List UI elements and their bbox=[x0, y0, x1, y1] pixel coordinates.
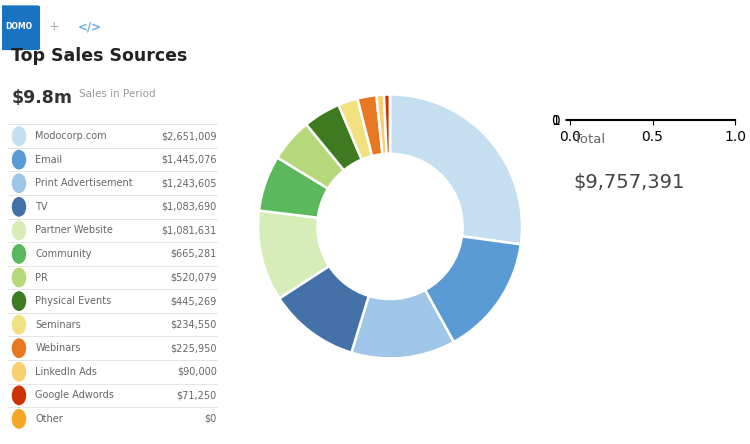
Circle shape bbox=[13, 221, 26, 240]
Text: $2,651,009: $2,651,009 bbox=[161, 131, 217, 141]
Wedge shape bbox=[425, 236, 520, 342]
Wedge shape bbox=[358, 95, 382, 156]
Wedge shape bbox=[338, 99, 372, 159]
Circle shape bbox=[13, 363, 26, 381]
Text: Print Advertisement: Print Advertisement bbox=[35, 178, 133, 188]
Text: $9,757,391: $9,757,391 bbox=[574, 173, 686, 192]
Circle shape bbox=[13, 151, 26, 169]
Text: $225,950: $225,950 bbox=[170, 343, 217, 353]
Wedge shape bbox=[259, 158, 328, 218]
Text: $1,445,076: $1,445,076 bbox=[161, 155, 217, 165]
Text: PR: PR bbox=[35, 273, 48, 282]
Text: Community: Community bbox=[35, 249, 92, 259]
Text: $234,550: $234,550 bbox=[170, 320, 217, 329]
Text: Modocorp.com: Modocorp.com bbox=[35, 131, 107, 141]
Circle shape bbox=[13, 268, 26, 287]
Circle shape bbox=[13, 315, 26, 334]
Wedge shape bbox=[258, 210, 329, 298]
Text: $71,250: $71,250 bbox=[177, 390, 217, 400]
FancyBboxPatch shape bbox=[0, 5, 40, 50]
Text: Physical Events: Physical Events bbox=[35, 296, 112, 306]
Text: $90,000: $90,000 bbox=[177, 367, 217, 377]
Text: Top Sales Sources: Top Sales Sources bbox=[11, 47, 188, 65]
Text: $9.8m: $9.8m bbox=[11, 89, 72, 107]
Text: </>: </> bbox=[78, 20, 102, 33]
Text: Total: Total bbox=[574, 133, 604, 146]
Wedge shape bbox=[306, 105, 362, 170]
Text: LinkedIn Ads: LinkedIn Ads bbox=[35, 367, 98, 377]
Text: Webinars: Webinars bbox=[35, 343, 81, 353]
Wedge shape bbox=[279, 266, 369, 353]
Wedge shape bbox=[376, 95, 387, 154]
Text: $0: $0 bbox=[205, 414, 217, 424]
Text: $1,083,690: $1,083,690 bbox=[162, 202, 217, 212]
Text: TV: TV bbox=[35, 202, 48, 212]
Text: $665,281: $665,281 bbox=[171, 249, 217, 259]
Circle shape bbox=[13, 292, 26, 310]
Text: +: + bbox=[48, 20, 58, 33]
Circle shape bbox=[13, 198, 26, 216]
Wedge shape bbox=[384, 95, 390, 154]
Text: $1,243,605: $1,243,605 bbox=[161, 178, 217, 188]
Wedge shape bbox=[390, 95, 522, 244]
Wedge shape bbox=[278, 124, 344, 189]
Circle shape bbox=[13, 245, 26, 263]
Text: Google Adwords: Google Adwords bbox=[35, 390, 114, 400]
Text: $445,269: $445,269 bbox=[171, 296, 217, 306]
Text: Other: Other bbox=[35, 414, 63, 424]
Circle shape bbox=[13, 174, 26, 192]
Text: Seminars: Seminars bbox=[35, 320, 81, 329]
Text: Email: Email bbox=[35, 155, 62, 165]
Wedge shape bbox=[352, 290, 454, 358]
Circle shape bbox=[13, 339, 26, 357]
Text: $1,081,631: $1,081,631 bbox=[162, 226, 217, 235]
Text: Partner Website: Partner Website bbox=[35, 226, 113, 235]
Circle shape bbox=[13, 127, 26, 145]
Text: DOMO: DOMO bbox=[5, 22, 33, 32]
Text: $520,079: $520,079 bbox=[170, 273, 217, 282]
Circle shape bbox=[13, 386, 26, 404]
Text: Sales in Period: Sales in Period bbox=[79, 89, 155, 99]
Circle shape bbox=[13, 410, 26, 428]
